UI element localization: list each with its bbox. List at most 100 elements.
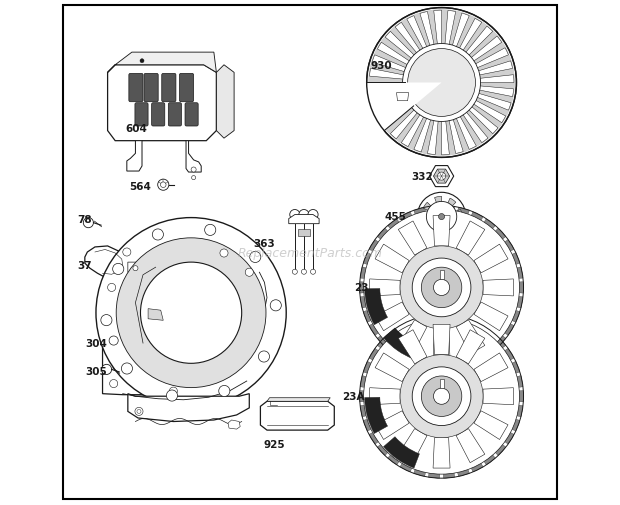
Wedge shape bbox=[414, 316, 441, 396]
Wedge shape bbox=[384, 328, 420, 360]
Wedge shape bbox=[360, 376, 441, 396]
Wedge shape bbox=[378, 229, 441, 288]
Wedge shape bbox=[475, 93, 511, 111]
Circle shape bbox=[408, 49, 476, 117]
Polygon shape bbox=[440, 379, 443, 388]
Polygon shape bbox=[228, 420, 240, 429]
Wedge shape bbox=[441, 219, 495, 288]
Wedge shape bbox=[441, 206, 455, 288]
Circle shape bbox=[400, 246, 483, 329]
Circle shape bbox=[113, 264, 124, 275]
Wedge shape bbox=[414, 396, 441, 477]
Wedge shape bbox=[467, 106, 498, 134]
Polygon shape bbox=[102, 237, 260, 395]
Circle shape bbox=[402, 44, 480, 122]
Wedge shape bbox=[448, 199, 456, 207]
Polygon shape bbox=[433, 438, 450, 468]
Wedge shape bbox=[400, 396, 441, 472]
Wedge shape bbox=[422, 217, 428, 224]
Polygon shape bbox=[474, 302, 508, 331]
Wedge shape bbox=[441, 396, 483, 472]
Text: 78: 78 bbox=[78, 215, 92, 225]
Circle shape bbox=[259, 351, 270, 363]
Text: 564: 564 bbox=[129, 182, 151, 192]
Polygon shape bbox=[375, 244, 409, 273]
Circle shape bbox=[123, 248, 131, 257]
Wedge shape bbox=[381, 104, 414, 130]
Wedge shape bbox=[441, 253, 520, 288]
Wedge shape bbox=[370, 69, 406, 80]
Polygon shape bbox=[433, 325, 450, 355]
Wedge shape bbox=[441, 396, 495, 465]
Wedge shape bbox=[441, 315, 455, 396]
Polygon shape bbox=[456, 320, 485, 354]
Wedge shape bbox=[378, 337, 441, 396]
Wedge shape bbox=[400, 321, 441, 396]
Wedge shape bbox=[456, 115, 476, 150]
Wedge shape bbox=[441, 229, 506, 288]
Wedge shape bbox=[363, 362, 441, 396]
Circle shape bbox=[422, 268, 462, 308]
Wedge shape bbox=[374, 97, 410, 118]
Wedge shape bbox=[441, 288, 514, 336]
Circle shape bbox=[400, 355, 483, 438]
Wedge shape bbox=[469, 37, 502, 63]
Wedge shape bbox=[441, 337, 506, 396]
Wedge shape bbox=[441, 288, 455, 370]
Circle shape bbox=[290, 210, 300, 220]
Wedge shape bbox=[407, 17, 428, 52]
Circle shape bbox=[161, 182, 166, 188]
FancyBboxPatch shape bbox=[185, 104, 198, 127]
Circle shape bbox=[433, 388, 450, 405]
Wedge shape bbox=[369, 288, 441, 336]
Circle shape bbox=[417, 193, 466, 241]
Circle shape bbox=[116, 238, 266, 388]
Polygon shape bbox=[128, 263, 139, 275]
Wedge shape bbox=[378, 43, 411, 67]
Circle shape bbox=[438, 173, 446, 181]
Polygon shape bbox=[397, 93, 409, 102]
Wedge shape bbox=[474, 48, 508, 69]
Text: 604: 604 bbox=[125, 124, 147, 134]
Polygon shape bbox=[456, 429, 485, 463]
Text: 332: 332 bbox=[411, 172, 433, 182]
Wedge shape bbox=[441, 396, 523, 417]
Wedge shape bbox=[420, 13, 435, 48]
Polygon shape bbox=[430, 166, 454, 187]
Circle shape bbox=[137, 410, 141, 414]
Circle shape bbox=[250, 252, 261, 263]
FancyBboxPatch shape bbox=[135, 104, 148, 127]
Circle shape bbox=[122, 363, 133, 374]
Wedge shape bbox=[360, 391, 441, 402]
Wedge shape bbox=[427, 227, 436, 235]
Circle shape bbox=[246, 269, 254, 277]
Wedge shape bbox=[441, 396, 455, 478]
Wedge shape bbox=[385, 32, 416, 61]
Circle shape bbox=[135, 408, 143, 416]
Wedge shape bbox=[401, 114, 425, 147]
Wedge shape bbox=[360, 267, 441, 288]
Wedge shape bbox=[400, 212, 441, 288]
Wedge shape bbox=[434, 11, 441, 47]
Wedge shape bbox=[452, 14, 469, 49]
Wedge shape bbox=[414, 117, 432, 153]
Polygon shape bbox=[398, 320, 427, 354]
Circle shape bbox=[166, 390, 177, 401]
Text: 455: 455 bbox=[384, 211, 406, 221]
Circle shape bbox=[311, 270, 316, 275]
Circle shape bbox=[299, 210, 309, 220]
Wedge shape bbox=[441, 288, 495, 357]
Polygon shape bbox=[370, 388, 400, 405]
Polygon shape bbox=[260, 401, 334, 430]
Wedge shape bbox=[369, 348, 441, 396]
Wedge shape bbox=[378, 396, 441, 456]
Wedge shape bbox=[462, 111, 488, 143]
FancyBboxPatch shape bbox=[168, 104, 182, 127]
Wedge shape bbox=[477, 86, 513, 97]
Wedge shape bbox=[441, 288, 523, 309]
Wedge shape bbox=[441, 396, 520, 431]
Wedge shape bbox=[451, 223, 460, 231]
Wedge shape bbox=[361, 83, 441, 135]
Circle shape bbox=[364, 319, 520, 474]
Text: 305: 305 bbox=[85, 366, 107, 376]
